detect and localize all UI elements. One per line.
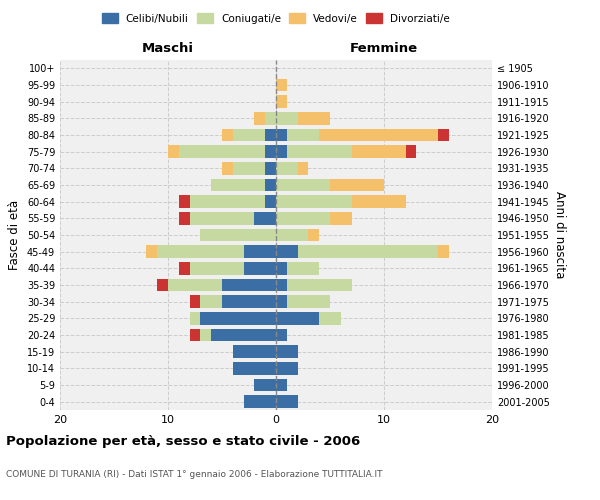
Bar bbox=[222, 162, 233, 174]
Bar bbox=[146, 246, 157, 258]
Bar bbox=[276, 396, 298, 408]
Bar bbox=[265, 112, 276, 124]
Bar bbox=[179, 146, 265, 158]
Bar bbox=[254, 212, 276, 224]
Y-axis label: Anni di nascita: Anni di nascita bbox=[553, 192, 566, 278]
Bar bbox=[298, 162, 308, 174]
Bar bbox=[157, 279, 168, 291]
Y-axis label: Fasce di età: Fasce di età bbox=[8, 200, 21, 270]
Bar bbox=[287, 129, 319, 141]
Bar bbox=[179, 212, 190, 224]
Bar bbox=[190, 212, 254, 224]
Bar bbox=[200, 296, 222, 308]
Bar bbox=[233, 162, 265, 174]
Text: Maschi: Maschi bbox=[142, 42, 194, 55]
Bar bbox=[319, 312, 341, 324]
Bar bbox=[276, 179, 330, 192]
Bar bbox=[276, 79, 287, 92]
Bar bbox=[298, 112, 330, 124]
Bar bbox=[254, 379, 276, 391]
Bar bbox=[244, 262, 276, 274]
Bar bbox=[168, 146, 179, 158]
Bar bbox=[276, 296, 287, 308]
Bar bbox=[200, 312, 276, 324]
Bar bbox=[200, 329, 211, 341]
Bar bbox=[157, 246, 244, 258]
Bar bbox=[276, 96, 287, 108]
Bar bbox=[190, 196, 265, 208]
Bar bbox=[244, 396, 276, 408]
Bar bbox=[233, 346, 276, 358]
Bar bbox=[254, 112, 265, 124]
Bar bbox=[211, 179, 265, 192]
Bar bbox=[276, 362, 298, 374]
Bar bbox=[233, 129, 265, 141]
Bar bbox=[265, 179, 276, 192]
Bar bbox=[222, 279, 276, 291]
Bar bbox=[287, 262, 319, 274]
Bar bbox=[265, 129, 276, 141]
Bar bbox=[211, 329, 276, 341]
Bar bbox=[265, 196, 276, 208]
Bar bbox=[438, 129, 449, 141]
Bar bbox=[222, 296, 276, 308]
Bar bbox=[168, 279, 222, 291]
Bar bbox=[330, 212, 352, 224]
Bar bbox=[276, 279, 287, 291]
Bar bbox=[244, 246, 276, 258]
Bar bbox=[406, 146, 416, 158]
Bar bbox=[265, 162, 276, 174]
Text: COMUNE DI TURANIA (RI) - Dati ISTAT 1° gennaio 2006 - Elaborazione TUTTITALIA.IT: COMUNE DI TURANIA (RI) - Dati ISTAT 1° g… bbox=[6, 470, 383, 479]
Bar bbox=[276, 129, 287, 141]
Bar bbox=[222, 129, 233, 141]
Bar bbox=[276, 112, 298, 124]
Bar bbox=[200, 229, 276, 241]
Bar bbox=[298, 246, 438, 258]
Bar bbox=[276, 162, 298, 174]
Text: Femmine: Femmine bbox=[350, 42, 418, 55]
Legend: Celibi/Nubili, Coniugati/e, Vedovi/e, Divorziati/e: Celibi/Nubili, Coniugati/e, Vedovi/e, Di… bbox=[99, 10, 453, 27]
Bar bbox=[276, 146, 287, 158]
Bar bbox=[352, 146, 406, 158]
Bar bbox=[438, 246, 449, 258]
Bar bbox=[276, 329, 287, 341]
Bar bbox=[190, 296, 200, 308]
Text: Popolazione per età, sesso e stato civile - 2006: Popolazione per età, sesso e stato civil… bbox=[6, 435, 360, 448]
Bar bbox=[276, 379, 287, 391]
Bar bbox=[276, 346, 298, 358]
Bar bbox=[276, 212, 330, 224]
Bar bbox=[190, 312, 200, 324]
Bar bbox=[179, 262, 190, 274]
Bar bbox=[265, 146, 276, 158]
Bar bbox=[308, 229, 319, 241]
Bar bbox=[287, 146, 352, 158]
Bar bbox=[179, 196, 190, 208]
Bar bbox=[330, 179, 384, 192]
Bar bbox=[190, 329, 200, 341]
Bar bbox=[233, 362, 276, 374]
Bar bbox=[276, 196, 352, 208]
Bar bbox=[276, 229, 308, 241]
Bar bbox=[319, 129, 438, 141]
Bar bbox=[287, 279, 352, 291]
Bar bbox=[276, 312, 319, 324]
Bar bbox=[190, 262, 244, 274]
Bar bbox=[352, 196, 406, 208]
Bar bbox=[276, 262, 287, 274]
Bar bbox=[276, 246, 298, 258]
Bar bbox=[287, 296, 330, 308]
